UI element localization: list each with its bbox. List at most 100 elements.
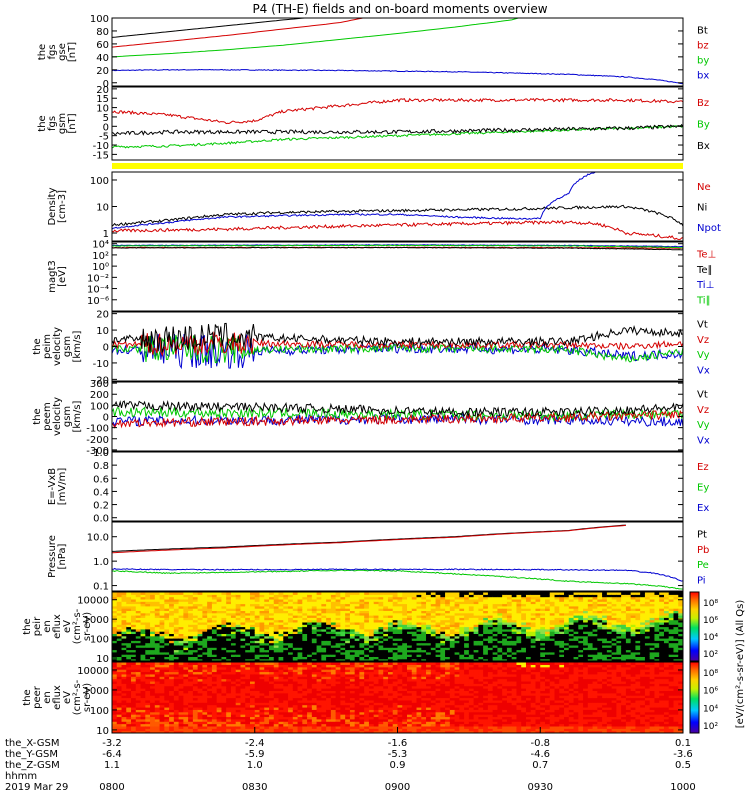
spectrogram-cell (630, 598, 637, 602)
spectrogram-cell (131, 716, 137, 720)
spectrogram-cell (583, 626, 589, 630)
spectrogram-cell (259, 664, 265, 668)
spectrogram-cell (464, 647, 470, 651)
spectrogram-cell (359, 649, 365, 653)
spectrogram-cell (597, 624, 603, 628)
spectrogram-cell (112, 690, 118, 694)
spectrogram-cell (183, 647, 189, 651)
spectrogram-cell (283, 598, 289, 602)
spectrogram-cell (321, 644, 327, 648)
spectrogram-cell (421, 610, 427, 614)
spectrogram-cell (211, 624, 218, 628)
spectrogram-cell (549, 642, 556, 646)
spectrogram-cell (126, 688, 132, 691)
spectrogram-cell (502, 610, 508, 614)
spectrogram-cell (578, 605, 584, 609)
spectrogram-cell (411, 612, 418, 616)
spectrogram-cell (307, 598, 313, 602)
spectrogram-cell (273, 644, 280, 648)
spectrogram-cell (173, 711, 180, 715)
spectrogram-cell (131, 610, 137, 614)
spectrogram-cell (383, 633, 389, 637)
spectrogram-cell (654, 619, 660, 623)
spectrogram-cell (364, 605, 370, 609)
spectrogram-cell (468, 631, 475, 634)
spectrogram-cell (140, 692, 146, 696)
spectrogram-cell (649, 592, 656, 595)
spectrogram-cell (316, 631, 322, 634)
spectrogram-cell (573, 624, 579, 628)
spectrogram-cell (568, 592, 575, 595)
spectrogram-cell (159, 676, 165, 680)
spectrogram-cell (368, 628, 375, 632)
spectrogram-cell (159, 626, 165, 630)
spectrogram-cell (383, 610, 389, 614)
spectrogram-cell (578, 626, 584, 630)
spectrogram-cell (387, 610, 394, 614)
spectrogram-cell (150, 728, 156, 732)
spectrogram-cell (635, 594, 641, 598)
spectrogram-cell (230, 706, 237, 710)
spectrogram-cell (188, 633, 194, 637)
spectrogram-cell (402, 601, 408, 605)
spectrogram-cell (145, 612, 151, 616)
spectrogram-cell (249, 612, 256, 616)
spectrogram-cell (183, 605, 189, 609)
spectrogram-cell (112, 699, 118, 703)
spectrogram-cell (663, 621, 670, 625)
spectrogram-cell (140, 730, 146, 733)
spectrogram-cell (502, 598, 508, 602)
spectrogram-cell (440, 621, 446, 625)
y-tick-label: 0.8 (93, 461, 109, 472)
spectrogram-cell (373, 594, 380, 598)
spectrogram-cell (583, 605, 589, 609)
spectrogram-cell (269, 673, 275, 677)
spectrogram-cell (202, 617, 208, 621)
spectrogram-cell (602, 621, 608, 625)
spectrogram-cell (226, 605, 232, 609)
spectrogram-cell (321, 601, 327, 605)
spectrogram-cell (269, 621, 275, 625)
spectrogram-cell (126, 666, 132, 670)
spectrogram-cell (535, 626, 541, 630)
spectrogram-cell (378, 594, 384, 598)
spectrogram-cell (221, 656, 227, 660)
spectrogram-cell (278, 685, 284, 689)
spectrogram-cell (112, 709, 118, 713)
spectrogram-cell (202, 610, 208, 614)
spectrogram-cell (368, 649, 375, 653)
spectrogram-cell (259, 638, 265, 641)
spectrogram-cell (497, 631, 503, 634)
spectrogram-cell (278, 666, 284, 670)
spectrogram-cell (112, 633, 118, 637)
spectrogram-cell (150, 690, 156, 694)
spectrogram-cell (278, 598, 284, 602)
spectrogram-cell (540, 640, 546, 644)
spectrogram-cell (154, 624, 161, 628)
spectrogram-cell (192, 603, 199, 607)
series-line-Vy (112, 334, 683, 364)
spectrogram-cell (150, 638, 156, 641)
spectrogram-cell (216, 608, 223, 611)
spectrogram-cell (326, 612, 332, 616)
spectrogram-cell (416, 642, 422, 646)
spectrogram-cell (116, 642, 123, 646)
spectrogram-cell (245, 633, 251, 637)
spectrogram-cell (487, 603, 494, 607)
y-tick-label: 10⁰ (92, 262, 109, 273)
spectrogram-cell (230, 626, 237, 630)
spectrogram-cell (473, 651, 479, 655)
spectrogram-cell (288, 631, 294, 634)
spectrogram-cell (197, 649, 204, 653)
spectrogram-cell (197, 662, 204, 665)
spectrogram-cell (440, 603, 446, 607)
spectrogram-cell (407, 649, 413, 653)
spectrogram-cell (673, 605, 679, 609)
spectrogram-cell (283, 640, 289, 644)
spectrogram-cell (630, 619, 637, 623)
spectrogram-cell (150, 626, 156, 630)
spectrogram-cell (131, 647, 137, 651)
spectrogram-cell (487, 638, 494, 641)
spectrogram-cell (625, 608, 632, 611)
spectrogram-cell (235, 688, 242, 691)
